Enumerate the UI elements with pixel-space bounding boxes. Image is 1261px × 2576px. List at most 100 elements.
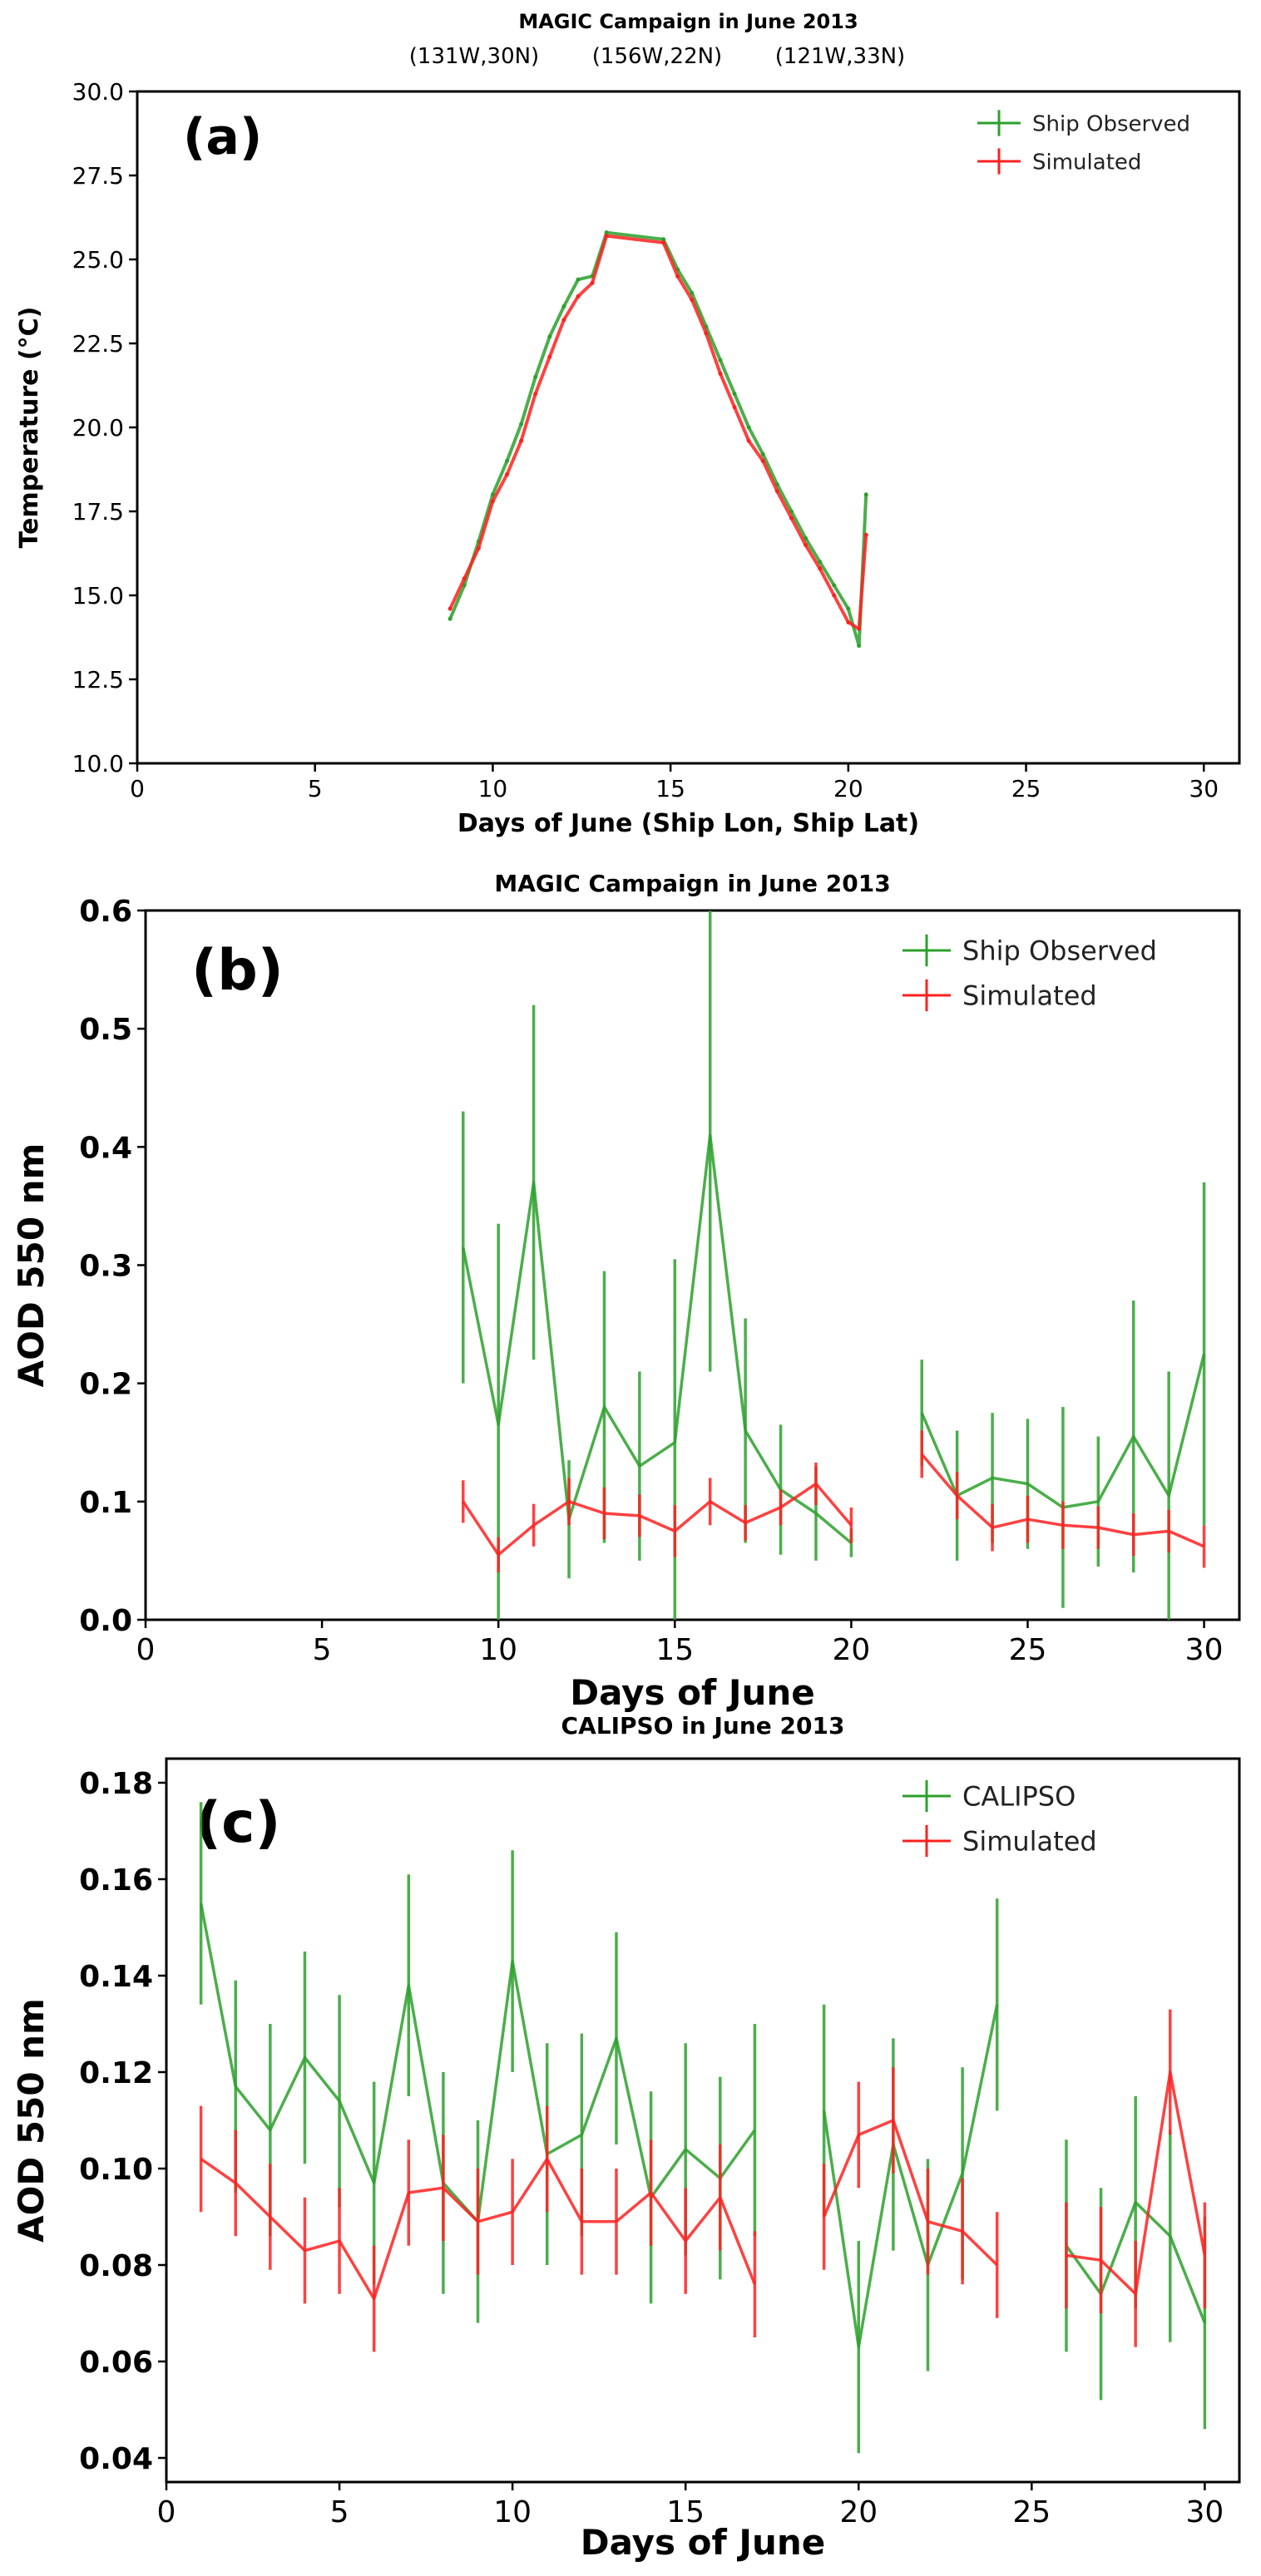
y-tick-label: 0.04 (79, 2442, 153, 2476)
data-point-simulated (832, 593, 837, 598)
data-point-ship-observed (832, 583, 837, 588)
data-point-ship-observed (760, 452, 765, 456)
legend-label-simulated: Simulated (962, 980, 1097, 1012)
legend-label-simulated: Simulated (1032, 150, 1141, 175)
chart-panel-1: MAGIC Campaign in June 2013 (131W,30N) (15… (15, 10, 1241, 838)
x-tick-label: 25 (1012, 2495, 1051, 2529)
y-tick-label: 27.5 (72, 162, 124, 190)
x-tick-label: 0 (130, 775, 145, 802)
data-point-ship-observed (505, 458, 510, 463)
y-tick-label: 0.14 (79, 1960, 153, 1994)
y-tick-label: 22.5 (72, 330, 124, 358)
chart-panel-3: CALIPSO in June 2013 0 5 10 15 20 25 30 0.04 0.06… (11, 1712, 1241, 2563)
y-axis-label: Temperature (°C) (15, 307, 44, 549)
location-label: (131W,30N) (409, 44, 539, 69)
y-tick-label: 0.06 (79, 2346, 153, 2380)
y-tick-label: 0.16 (79, 1863, 153, 1897)
data-point-simulated (818, 566, 823, 571)
x-tick-label: 0 (157, 2495, 176, 2529)
data-point-ship-observed (718, 358, 723, 363)
x-tick-label: 5 (330, 2495, 349, 2529)
plot-area (462, 910, 1206, 1620)
data-point-ship-observed (846, 606, 851, 611)
x-axis-label: Days of June (Ship Lon, Ship Lat) (457, 809, 919, 838)
data-point-simulated (804, 542, 809, 547)
data-point-ship-observed (448, 616, 452, 621)
data-point-simulated (533, 392, 538, 397)
data-point-ship-observed (547, 334, 552, 339)
data-point-simulated (590, 280, 595, 285)
x-axis-label: Days of June (581, 2522, 826, 2563)
data-point-ship-observed (561, 304, 566, 309)
data-point-ship-observed (533, 374, 538, 379)
y-tick-label: 25.0 (72, 246, 124, 274)
data-point-simulated (490, 499, 495, 504)
x-tick-label: 20 (839, 2495, 878, 2529)
y-tick-label: 0.10 (79, 2153, 153, 2187)
y-tick-label: 20.0 (72, 414, 124, 442)
chart-title: MAGIC Campaign in June 2013 (494, 870, 890, 897)
y-tick-label: 0.08 (79, 2249, 153, 2283)
data-point-simulated (505, 472, 510, 477)
panel-letter: (a) (183, 108, 262, 166)
data-point-simulated (774, 489, 779, 494)
chart-title: MAGIC Campaign in June 2013 (518, 10, 858, 33)
data-point-simulated (576, 294, 581, 299)
legend-label-simulated: Simulated (962, 1826, 1097, 1858)
x-tick-label: 10 (493, 2495, 532, 2529)
data-point-ship-observed (690, 290, 695, 295)
plot-frame (165, 1757, 1241, 2484)
panel-letter: (c) (195, 1790, 280, 1856)
data-point-simulated (448, 606, 452, 611)
data-point-simulated (604, 234, 609, 239)
y-tick-label: 0.4 (79, 1131, 132, 1165)
chart-title: CALIPSO in June 2013 (561, 1712, 845, 1740)
y-tick-label: 0.3 (79, 1249, 132, 1283)
x-tick-label: 30 (1185, 1633, 1224, 1667)
data-point-simulated (746, 438, 751, 443)
data-point-ship-observed (519, 422, 524, 427)
x-tick-label: 5 (313, 1633, 332, 1667)
data-point-simulated (846, 619, 851, 624)
data-point-simulated (760, 458, 765, 463)
y-tick-label: 12.5 (72, 666, 124, 693)
data-point-simulated (704, 331, 709, 336)
data-point-simulated (519, 438, 524, 443)
location-label: (121W,33N) (775, 44, 905, 69)
x-tick-label: 30 (1185, 2495, 1224, 2529)
series-line-ship-observed (462, 1133, 853, 1544)
y-axis-label: AOD 550 nm (11, 1998, 52, 2243)
data-point-ship-observed (746, 425, 751, 430)
data-point-ship-observed (789, 509, 794, 514)
plot-area (199, 1802, 1207, 2454)
data-point-simulated (661, 240, 666, 245)
chart-panel-2: MAGIC Campaign in June 2013 0 5 10 15 20 25 30 0… (11, 870, 1241, 1713)
x-tick-label: 30 (1189, 775, 1219, 802)
x-axis-label: Days of June (570, 1672, 815, 1713)
x-tick-label: 15 (666, 2495, 705, 2529)
series-line-simulated (822, 2119, 998, 2267)
y-tick-label: 0.0 (79, 1604, 132, 1638)
y-tick-label: 15.0 (72, 582, 124, 609)
legend-label-ship-observed: Ship Observed (1032, 111, 1190, 136)
data-point-ship-observed (857, 644, 862, 649)
data-point-simulated (863, 532, 868, 537)
y-tick-label: 0.5 (79, 1013, 132, 1047)
x-tick-label: 5 (308, 775, 323, 802)
data-point-simulated (561, 318, 566, 323)
y-tick-label: 0.1 (79, 1486, 132, 1520)
data-point-simulated (690, 297, 695, 302)
data-point-simulated (732, 405, 737, 410)
panel-letter: (b) (191, 938, 284, 1004)
series-line-simulated (462, 1482, 853, 1557)
data-point-ship-observed (604, 230, 609, 235)
data-point-ship-observed (661, 237, 666, 242)
data-point-ship-observed (863, 492, 868, 497)
y-tick-label: 0.2 (79, 1368, 132, 1402)
x-tick-label: 10 (479, 1633, 517, 1667)
y-tick-label: 0.18 (79, 1767, 153, 1801)
series-line-simulated (448, 234, 868, 631)
legend-label-calipso: CALIPSO (962, 1781, 1076, 1813)
